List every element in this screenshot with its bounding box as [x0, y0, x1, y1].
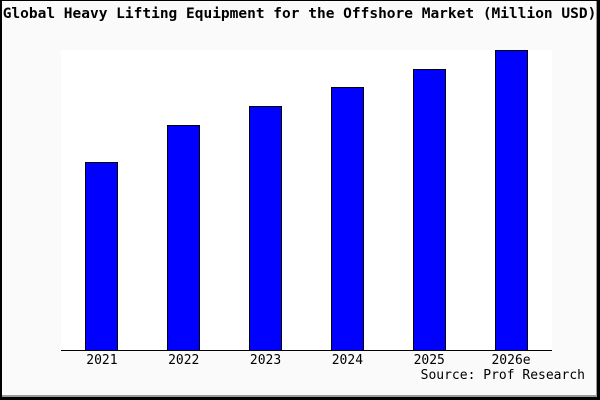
- bar-2021: [85, 162, 119, 350]
- bar-2026e: [494, 50, 528, 350]
- bars: [61, 50, 552, 350]
- bar-slot-2023: [225, 50, 307, 350]
- chart-title: Global Heavy Lifting Equipment for the O…: [2, 6, 597, 22]
- bar-slot-2026e: [470, 50, 552, 350]
- bar-2022: [167, 125, 201, 350]
- bar-slot-2025: [388, 50, 470, 350]
- bar-2025: [412, 69, 446, 350]
- x-tick-label-2021: 2021: [86, 353, 118, 368]
- bar-slot-2024: [306, 50, 388, 350]
- x-tick-label-2025: 2025: [413, 353, 445, 368]
- bar-slot-2022: [143, 50, 225, 350]
- x-tick-label-2022: 2022: [168, 353, 200, 368]
- bar-slot-2021: [61, 50, 143, 350]
- x-tick-label-2024: 2024: [331, 353, 364, 368]
- bar-2023: [249, 106, 283, 350]
- x-tick-label-2026e: 2026e: [491, 353, 531, 368]
- bar-2024: [330, 87, 364, 350]
- x-tick-label-2023: 2023: [249, 353, 282, 368]
- plot-area: [61, 50, 552, 351]
- x-axis-tick-labels: 2021 2022 2023 2024 2025 2026e: [61, 353, 552, 368]
- source-credit: Source: Prof Research: [420, 368, 585, 383]
